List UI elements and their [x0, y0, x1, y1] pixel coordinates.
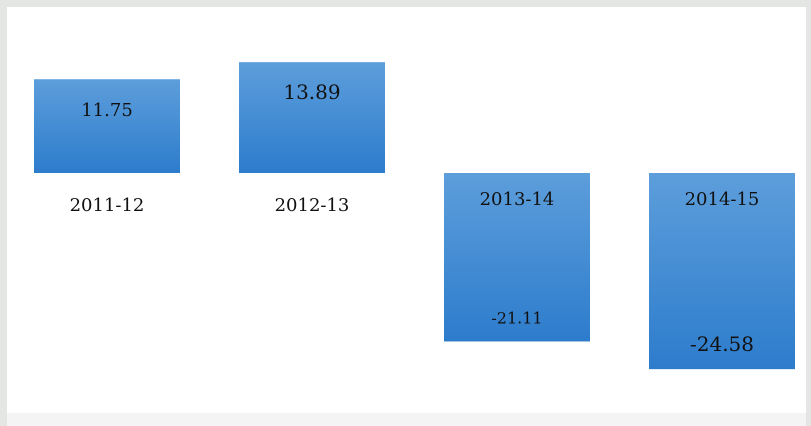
bar-2011-12 — [34, 79, 180, 173]
value-label-2013-14: -21.11 — [491, 308, 542, 327]
value-label-2011-12: 11.75 — [81, 100, 133, 121]
value-label-2014-15: -24.58 — [690, 332, 754, 356]
category-label-2014-15: 2014-15 — [685, 189, 760, 210]
category-label-2012-13: 2012-13 — [275, 195, 350, 216]
chart-footer — [7, 413, 806, 426]
labels-layer: 11.75 2011-12 13.89 2012-13 -21.11 2013-14 -24… — [70, 80, 760, 356]
bar-chart: 11.75 2011-12 13.89 2012-13 -21.11 2013-14 -24… — [34, 62, 795, 370]
bar-2012-13 — [239, 62, 385, 173]
chart-panel: 11.75 2011-12 13.89 2012-13 -21.11 2013-14 -24… — [7, 7, 806, 426]
bar-2014-15 — [649, 173, 795, 370]
value-label-2012-13: 13.89 — [283, 80, 340, 104]
category-label-2013-14: 2013-14 — [480, 189, 555, 210]
bars-layer — [34, 62, 795, 370]
category-label-2011-12: 2011-12 — [70, 195, 145, 216]
bar-2013-14 — [444, 173, 590, 342]
